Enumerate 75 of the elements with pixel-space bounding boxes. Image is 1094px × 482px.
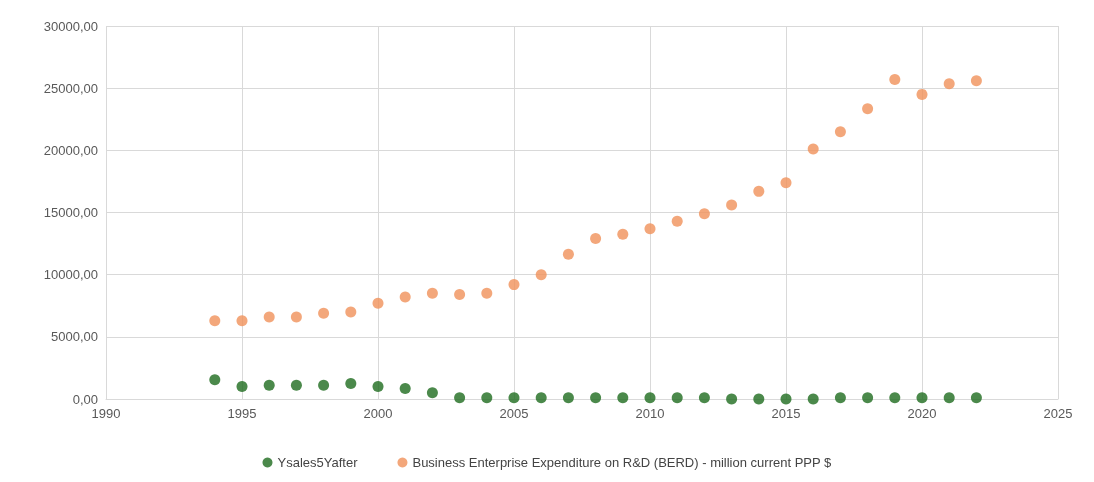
point — [345, 377, 357, 389]
x-tick-label: 2025 — [1043, 406, 1073, 421]
point — [290, 379, 302, 391]
point — [753, 393, 765, 405]
y-tick-label: 20000,00 — [43, 142, 98, 158]
point — [372, 381, 384, 393]
point — [399, 291, 411, 303]
x-tick-label: 1995 — [227, 406, 257, 421]
point — [916, 392, 928, 404]
y-tick-label: 5000,00 — [51, 329, 98, 345]
point — [916, 88, 928, 100]
point — [726, 393, 738, 405]
point — [889, 73, 901, 85]
point — [726, 199, 738, 211]
point — [481, 392, 493, 404]
point — [236, 315, 248, 327]
point — [318, 307, 330, 319]
point — [508, 279, 520, 291]
point — [807, 393, 819, 405]
point — [753, 185, 765, 197]
point — [889, 392, 901, 404]
x-tick-label: 2015 — [771, 406, 801, 421]
point — [617, 392, 629, 404]
x-tick-label: 2000 — [363, 406, 393, 421]
point — [671, 215, 683, 227]
legend-label: Business Enterprise Expenditure on R&D (BERD) - million current PPP $ — [412, 455, 833, 470]
point — [862, 103, 874, 115]
point — [562, 392, 574, 404]
y-tick-label: 15000,00 — [43, 205, 98, 220]
x-tick-label: 2010 — [635, 406, 665, 421]
x-tick-label: 2005 — [499, 406, 529, 421]
x-tick-label: 2020 — [907, 406, 937, 421]
point — [209, 315, 221, 327]
point — [943, 78, 955, 90]
point — [345, 306, 357, 318]
point — [834, 392, 846, 404]
point — [454, 392, 466, 404]
point — [671, 392, 683, 404]
point — [617, 228, 629, 240]
point — [862, 392, 874, 404]
point — [236, 381, 248, 393]
point — [780, 177, 792, 189]
y-tick-label: 25000,00 — [43, 80, 98, 96]
y-tick-label: 10000,00 — [43, 267, 98, 283]
point — [481, 287, 493, 299]
point — [535, 392, 547, 404]
point — [698, 392, 710, 404]
point — [943, 392, 955, 404]
point — [562, 248, 574, 260]
point — [508, 392, 520, 404]
point — [834, 126, 846, 138]
point — [780, 393, 792, 405]
point — [263, 311, 275, 323]
point — [698, 208, 710, 220]
point — [807, 143, 819, 155]
point — [426, 287, 438, 299]
y-tick-label: 30000,00 — [43, 18, 98, 34]
point — [454, 289, 466, 301]
point — [263, 379, 275, 391]
legend-label: Ysales5Yafter — [277, 455, 359, 470]
point — [290, 311, 302, 323]
point — [209, 374, 221, 386]
point — [318, 379, 330, 391]
point — [970, 392, 982, 404]
point — [535, 269, 547, 281]
y-tick-label: 0,00 — [72, 391, 98, 407]
point — [372, 297, 384, 309]
point — [590, 392, 602, 404]
point — [644, 392, 656, 404]
point — [644, 223, 656, 235]
x-tick-label: 1990 — [91, 406, 121, 421]
point — [590, 233, 602, 245]
point — [970, 75, 982, 87]
point — [426, 387, 438, 399]
point — [399, 382, 411, 394]
